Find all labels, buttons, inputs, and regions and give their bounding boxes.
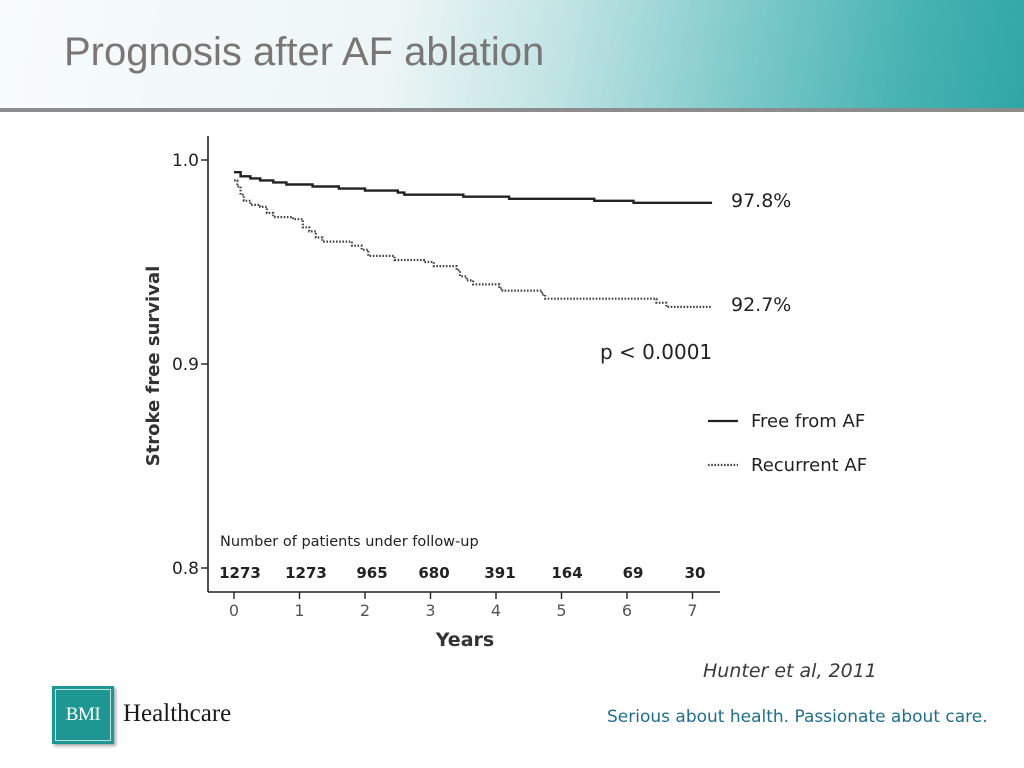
risk-table-count: 965: [356, 564, 387, 582]
tagline: Serious about health. Passionate about c…: [607, 707, 988, 727]
risk-table-count: 1273: [219, 564, 261, 582]
risk-table-count: 391: [484, 564, 515, 582]
x-axis-title: Years: [435, 629, 494, 651]
risk-table-count: 680: [418, 564, 449, 582]
header-divider: [0, 108, 1024, 112]
y-tick-label: 0.9: [172, 355, 199, 375]
y-axis-title: Stroke free survival: [143, 266, 164, 467]
logo-text: BMI: [55, 689, 111, 741]
x-tick-label: 5: [556, 601, 566, 620]
y-tick-label: 0.8: [172, 559, 199, 579]
p-value-annotation: p < 0.0001: [600, 340, 712, 364]
risk-table-count: 1273: [285, 564, 327, 582]
risk-table-title: Number of patients under follow-up: [220, 534, 479, 550]
legend-label: Recurrent AF: [751, 455, 867, 476]
x-tick-label: 3: [425, 601, 435, 620]
x-tick-label: 2: [360, 601, 370, 620]
x-tick-label: 7: [687, 601, 697, 620]
slide-title: Prognosis after AF ablation: [64, 30, 545, 74]
bmi-logo: BMI: [52, 686, 114, 744]
brand-name: Healthcare: [123, 700, 232, 727]
y-tick-label: 1.0: [172, 151, 199, 171]
series-end-label: 97.8%: [731, 190, 791, 212]
risk-table-count: 30: [685, 564, 706, 582]
header-band: [0, 0, 1024, 108]
risk-table-count: 164: [551, 564, 582, 582]
x-tick-label: 1: [294, 601, 304, 620]
series-line-free-from-af: [234, 171, 713, 204]
x-tick-label: 4: [491, 601, 501, 620]
x-tick-label: 6: [622, 601, 632, 620]
series-line-recurrent-af: [234, 179, 713, 308]
risk-table-count: 69: [623, 564, 644, 582]
x-tick-label: 0: [229, 601, 239, 620]
citation: Hunter et al, 2011: [703, 660, 877, 682]
legend-label: Free from AF: [751, 411, 865, 432]
series-end-label: 92.7%: [731, 294, 791, 316]
